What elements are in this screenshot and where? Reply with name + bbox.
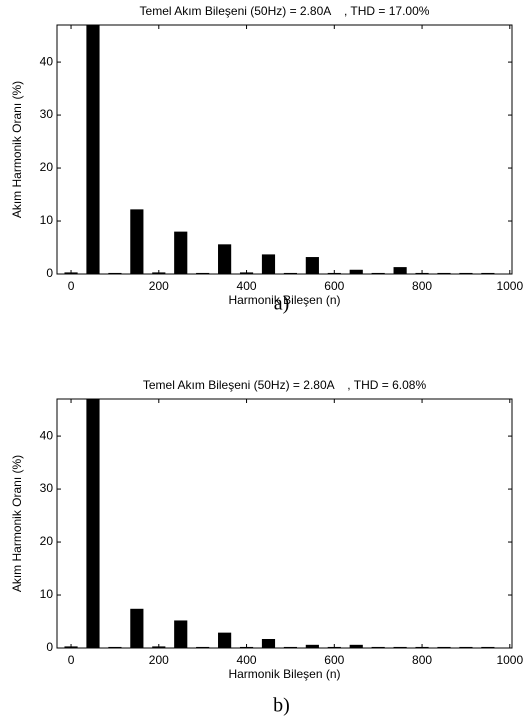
bar: [349, 269, 363, 274]
bar: [130, 608, 144, 648]
x-tick-label: 400: [237, 653, 257, 667]
chart: Temel Akım Bileşeni (50Hz) = 2.80A , THD…: [10, 4, 523, 315]
bar: [108, 646, 122, 648]
bar: [261, 638, 276, 648]
y-tick-label: 20: [40, 160, 54, 174]
bar: [481, 646, 495, 648]
x-tick-label: 600: [324, 279, 344, 293]
y-tick-label: 20: [40, 534, 54, 548]
bar: [393, 646, 407, 648]
bar: [459, 646, 473, 648]
chart: Temel Akım Bileşeni (50Hz) = 2.80A , THD…: [10, 378, 523, 717]
bar: [218, 632, 232, 648]
bar: [437, 646, 451, 648]
y-tick-label: 30: [40, 107, 54, 121]
y-axis-label: Akım Harmonik Oranı (%): [10, 81, 24, 218]
bar: [86, 399, 100, 648]
bar: [371, 646, 385, 648]
bar: [196, 272, 210, 274]
bar: [371, 272, 385, 274]
bar: [305, 257, 319, 274]
bar: [437, 272, 451, 274]
caption: a): [274, 293, 290, 315]
y-axis-label: Akım Harmonik Oranı (%): [10, 455, 24, 592]
bar: [130, 209, 144, 274]
x-tick-label: 0: [68, 653, 75, 667]
axes-box: [56, 24, 513, 275]
x-tick-label: 1000: [496, 279, 523, 293]
x-tick-label: 600: [324, 653, 344, 667]
bar: [305, 644, 319, 648]
bar: [481, 272, 495, 274]
bar: [349, 644, 363, 648]
bar: [174, 231, 188, 274]
y-tick-label: 0: [46, 266, 53, 280]
y-tick-label: 40: [40, 54, 54, 68]
bar: [283, 272, 298, 274]
x-axis-label: Harmonik Bileşen (n): [228, 667, 340, 681]
bars: [64, 25, 495, 274]
x-tick-label: 1000: [496, 653, 523, 667]
x-tick-label: 800: [412, 279, 432, 293]
y-tick-label: 10: [40, 213, 54, 227]
chart-title: Temel Akım Bileşeni (50Hz) = 2.80A , THD…: [140, 4, 430, 18]
caption: b): [273, 695, 290, 717]
bar: [261, 254, 276, 274]
bar: [86, 25, 100, 274]
x-axis-label: Harmonik Bileşen (n): [228, 293, 340, 307]
axes-box: [56, 398, 513, 649]
bar: [459, 272, 473, 274]
bar: [108, 272, 122, 274]
x-tick-label: 800: [412, 653, 432, 667]
y-tick-label: 0: [46, 640, 53, 654]
bar: [174, 620, 188, 648]
bar: [196, 646, 210, 648]
y-tick-label: 10: [40, 587, 54, 601]
x-tick-label: 200: [149, 653, 169, 667]
bar: [393, 267, 407, 274]
x-tick-label: 0: [68, 279, 75, 293]
bar: [218, 244, 232, 274]
chart-title: Temel Akım Bileşeni (50Hz) = 2.80A , THD…: [143, 378, 427, 392]
y-tick-label: 30: [40, 481, 54, 495]
y-tick-label: 40: [40, 428, 54, 442]
bar: [283, 646, 298, 648]
x-tick-label: 400: [237, 279, 257, 293]
x-tick-label: 200: [149, 279, 169, 293]
